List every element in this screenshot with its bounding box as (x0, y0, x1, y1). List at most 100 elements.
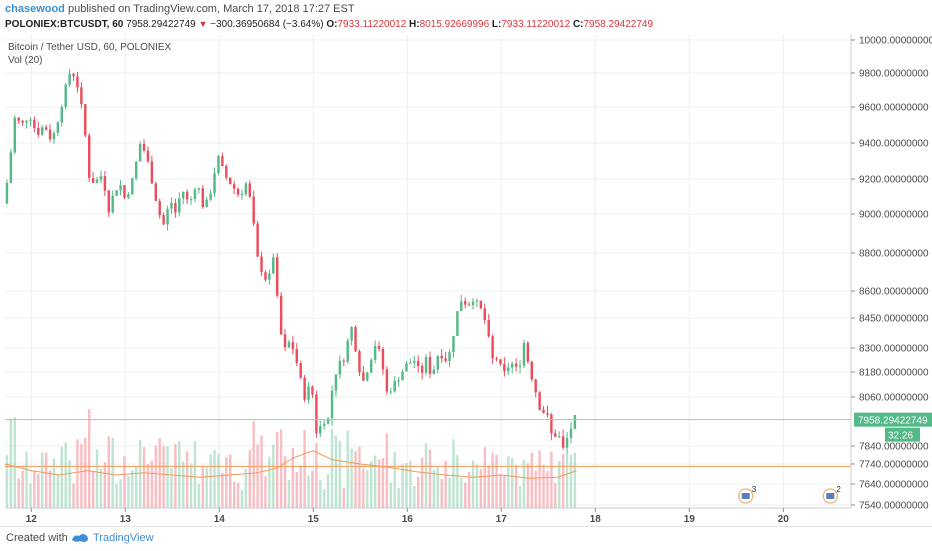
price-axis[interactable]: 10000.00000000 9800.00000000 9600.00000000… (851, 34, 932, 512)
volume-bar (460, 477, 463, 508)
y-tick-label: 8800.00000000 (859, 249, 929, 260)
down-arrow-icon: ▼ (198, 19, 208, 29)
candle-body (307, 386, 310, 400)
volume-bar (295, 472, 299, 508)
candle-body (60, 106, 64, 123)
volume-bar (283, 456, 287, 508)
volume-bars (5, 409, 577, 508)
y-tick-label: 9400.00000000 (859, 139, 929, 150)
volume-bar (103, 462, 107, 508)
author-name[interactable]: chasewood (5, 3, 65, 15)
time-axis[interactable]: 12 13 14 15 16 17 18 19 20 (26, 508, 790, 525)
volume-bar (181, 461, 185, 508)
candle-body (315, 394, 318, 434)
candle-body (178, 198, 181, 213)
candle-body (260, 256, 263, 273)
candle-body (358, 351, 361, 373)
candle-body (236, 188, 240, 195)
candle-body (52, 133, 56, 140)
y-tick-label: 7740.00000000 (859, 460, 929, 471)
candle-body (103, 175, 107, 191)
volume-bar (428, 449, 432, 508)
event-count: 3 (752, 485, 757, 494)
volume-bar (48, 470, 52, 508)
volume-bar (146, 463, 150, 508)
candle-body (354, 327, 357, 352)
tradingview-logo-icon[interactable] (70, 531, 90, 548)
volume-bar (150, 460, 154, 508)
countdown-tag (885, 427, 920, 442)
volume-bar (91, 471, 95, 508)
candle-body (393, 381, 396, 392)
volume-bar (213, 450, 216, 508)
volume-bar (514, 465, 518, 508)
volume-bar (354, 451, 357, 508)
symbol-name: POLONIEX:BTCUSDT, 60 (5, 19, 124, 30)
candle-body (385, 369, 389, 392)
candle-body (174, 203, 177, 213)
open-label: O: (326, 19, 338, 30)
candle-body (322, 423, 326, 426)
volume-bar (373, 455, 377, 508)
candle-body (225, 165, 228, 178)
volume-bar (557, 460, 561, 508)
volume-bar (522, 459, 526, 508)
volume-bar (319, 480, 322, 508)
volume-bar (342, 487, 346, 508)
candle-body (150, 161, 154, 184)
high-value: 8015.92669996 (419, 19, 490, 30)
y-tick-label: 7840.00000000 (859, 442, 929, 453)
volume-bar (256, 444, 259, 508)
volume-bar (475, 464, 479, 508)
candle-body (428, 357, 432, 374)
candle-body (326, 418, 330, 424)
volume-bar (185, 451, 189, 508)
volume-bar (127, 475, 130, 508)
candle-body (72, 73, 75, 77)
volume-bar (487, 466, 490, 508)
volume-bar (240, 489, 244, 508)
x-tick-label: 17 (496, 514, 508, 525)
candle-body (256, 223, 259, 257)
tradingview-link[interactable]: TradingView (93, 532, 154, 544)
volume-bar (526, 463, 530, 508)
footer: Created with TradingView (0, 526, 932, 551)
candle-body (213, 173, 216, 194)
volume-bar (80, 444, 83, 508)
volume-bar (420, 457, 424, 508)
volume-bar (358, 446, 361, 508)
volume-bar (275, 431, 279, 508)
volume-bar (37, 474, 40, 508)
candle-body (401, 371, 404, 381)
candle-body (21, 120, 24, 123)
volume-bar (534, 470, 537, 508)
candle-body (503, 363, 506, 372)
volume-bar (463, 482, 467, 508)
volume-bar (178, 441, 181, 508)
x-tick-label: 16 (402, 514, 414, 525)
candle-body (330, 390, 334, 419)
candle-body (240, 194, 244, 196)
volume-bar (29, 483, 32, 508)
volume-bar (452, 439, 455, 508)
volume-bar (530, 452, 534, 508)
x-tick-label: 13 (120, 514, 132, 525)
price-candles (5, 69, 577, 454)
volume-bar (424, 443, 428, 508)
candle-body (362, 372, 365, 381)
volume-bar (315, 442, 318, 508)
volume-bar (334, 435, 338, 508)
x-tick-label: 12 (26, 514, 38, 525)
volume-bar (84, 437, 87, 508)
candle-body (5, 182, 9, 204)
candle-body (561, 436, 565, 448)
volume-bar (444, 460, 447, 508)
candle-body (84, 104, 87, 136)
candle-body (48, 129, 52, 140)
volume-bar (311, 470, 314, 508)
candle-body (107, 190, 111, 213)
volume-bar (287, 480, 291, 508)
volume-bar (9, 418, 13, 508)
candle-body (416, 360, 420, 367)
